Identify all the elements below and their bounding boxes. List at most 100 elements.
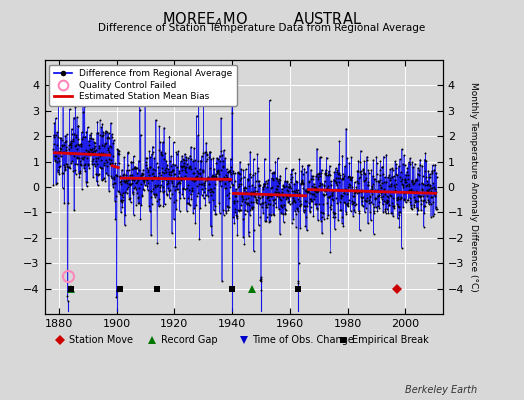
Point (198, 192, 206, 198)
Point (344, 197, 353, 203)
Point (410, 197, 419, 204)
Point (214, 166, 223, 173)
Point (370, 176, 379, 182)
Point (399, 190, 408, 197)
Point (267, 193, 275, 199)
Point (95, 164, 104, 170)
Point (150, 191, 158, 197)
Point (55, 164, 63, 170)
Point (51, 157, 59, 163)
Point (266, 218, 275, 224)
Point (175, 179, 183, 185)
Point (133, 170, 141, 176)
Point (183, 161, 191, 168)
Point (59, 149, 68, 155)
Point (128, 180, 137, 186)
Point (78, 136, 86, 142)
Point (387, 174, 396, 180)
Point (284, 199, 292, 205)
Point (120, 178, 128, 184)
Point (378, 201, 387, 208)
Point (181, 169, 190, 176)
Point (51, 148, 59, 155)
Point (103, 129, 111, 136)
Point (292, 188, 301, 195)
Point (221, 181, 230, 187)
Point (69, 138, 77, 144)
Point (392, 181, 400, 187)
Point (337, 194, 345, 201)
Point (138, 170, 146, 177)
Point (266, 184, 275, 191)
Point (328, 196, 336, 202)
Point (79, 109, 88, 116)
Point (293, 206, 301, 212)
Point (311, 193, 319, 200)
Point (331, 226, 339, 232)
Point (118, 197, 127, 204)
Point (315, 172, 324, 179)
Point (403, 182, 411, 188)
Point (72, 134, 80, 141)
Point (349, 212, 357, 219)
Point (278, 192, 287, 198)
Point (303, 227, 311, 234)
Point (296, 202, 304, 208)
Point (143, 182, 151, 189)
Point (381, 208, 389, 214)
Point (210, 203, 219, 209)
Point (226, 156, 235, 162)
Point (116, 179, 124, 186)
Point (194, 132, 202, 138)
Point (416, 162, 424, 168)
Point (166, 187, 174, 193)
Point (344, 174, 352, 180)
Point (306, 209, 314, 215)
Point (298, 177, 306, 184)
Point (211, 176, 219, 182)
Point (222, 185, 230, 191)
Point (68, 158, 77, 164)
Point (187, 166, 195, 173)
Point (90, 161, 99, 167)
Point (421, 188, 430, 195)
Point (191, 177, 199, 184)
Point (146, 164, 154, 170)
Point (289, 188, 298, 194)
Point (215, 171, 224, 177)
Point (95, 142, 103, 149)
Point (63, 297, 72, 304)
Point (391, 164, 400, 171)
Point (340, 190, 348, 197)
Point (172, 149, 180, 156)
Point (104, 145, 112, 152)
Point (394, 196, 402, 202)
Point (323, 185, 331, 191)
Point (223, 168, 232, 175)
Point (287, 171, 295, 177)
Point (265, 197, 274, 203)
Point (203, 152, 211, 158)
Point (73, 153, 81, 160)
Point (60, 149, 68, 156)
Point (223, 174, 232, 181)
Point (310, 183, 318, 190)
Point (76, 161, 84, 168)
Point (328, 192, 336, 198)
Point (298, 162, 307, 169)
Point (161, 164, 170, 171)
Point (80, 162, 89, 168)
Point (85, 148, 93, 155)
Point (410, 180, 419, 186)
Point (111, 160, 119, 166)
Point (129, 159, 137, 165)
Point (373, 170, 381, 177)
Point (199, 101, 208, 108)
Point (312, 206, 321, 212)
Point (269, 202, 277, 209)
Point (357, 202, 366, 208)
Point (172, 183, 180, 190)
Point (125, 167, 133, 174)
Point (151, 117, 160, 123)
Point (170, 171, 179, 177)
